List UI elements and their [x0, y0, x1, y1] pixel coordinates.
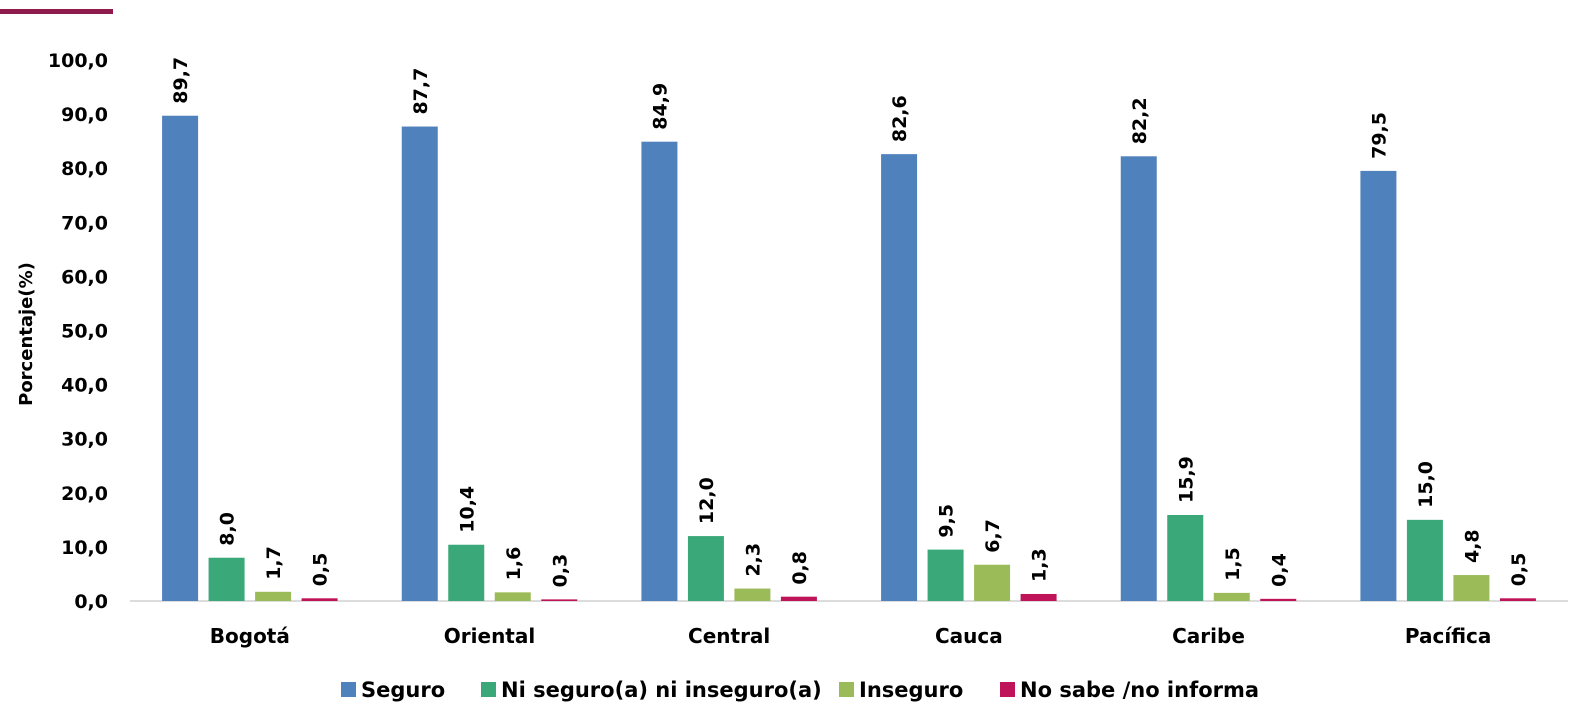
category-labels: Bogotá Oriental Central Cauca Caribe Pacífica: [210, 624, 1492, 648]
bar: [1120, 156, 1157, 601]
y-tick-label: 100,0: [48, 50, 108, 72]
data-label: 8,0: [217, 512, 239, 546]
bar: [641, 141, 678, 602]
data-label: 2,3: [742, 543, 764, 577]
data-label: 89,7: [170, 57, 192, 104]
category-label: Pacífica: [1405, 624, 1492, 648]
bar: [1360, 170, 1397, 601]
legend-swatch: [839, 682, 854, 697]
data-label: 84,9: [649, 83, 671, 130]
y-tick-label: 60,0: [61, 266, 108, 288]
y-tick-label: 40,0: [61, 375, 108, 397]
bar: [974, 564, 1011, 601]
data-label: 9,5: [936, 504, 958, 538]
bar: [255, 591, 292, 601]
bar: [1453, 575, 1490, 601]
y-axis-title: Porcentaje(%): [16, 262, 37, 406]
bar: [494, 592, 531, 601]
data-label: 0,3: [549, 554, 571, 588]
bar: [881, 154, 918, 601]
data-label: 4,8: [1461, 529, 1483, 563]
bar: [208, 557, 245, 601]
bar: [1260, 598, 1297, 601]
bar: [1406, 519, 1443, 601]
legend: Seguro Ni seguro(a) ni inseguro(a) Insegur…: [341, 678, 1259, 702]
category-label: Cauca: [935, 624, 1003, 648]
bar: [448, 544, 485, 601]
data-label: 0,5: [310, 553, 332, 587]
bar: [1213, 592, 1250, 601]
bar: [1499, 598, 1536, 601]
data-label: 15,9: [1175, 456, 1197, 503]
y-tick-label: 80,0: [61, 158, 108, 180]
legend-entry: No sabe /no informa: [1020, 678, 1259, 702]
data-labels: 89,7 8,0 1,7 0,5 87,7 10,4 1,6 0,3 84,9 12,0 2,3 0,…: [170, 57, 1530, 588]
bar: [687, 536, 724, 601]
bars: [162, 115, 1536, 602]
legend-swatch: [341, 682, 356, 697]
y-tick-label: 0,0: [74, 591, 108, 613]
bar: [1167, 514, 1204, 601]
bar: [734, 588, 771, 601]
data-label: 0,4: [1268, 553, 1290, 587]
category-label: Bogotá: [210, 624, 290, 648]
data-label: 87,7: [410, 68, 432, 115]
category-label: Oriental: [444, 624, 535, 648]
category-label: Central: [688, 624, 770, 648]
data-label: 10,4: [456, 486, 478, 533]
bar: [541, 599, 578, 601]
bar: [780, 596, 817, 601]
y-tick-label: 70,0: [61, 212, 108, 234]
legend-entry: Seguro: [361, 678, 445, 702]
bar: [1020, 593, 1057, 601]
legend-swatch: [481, 682, 496, 697]
data-label: 82,6: [889, 95, 911, 142]
data-label: 1,3: [1029, 548, 1051, 582]
data-label: 79,5: [1368, 112, 1390, 159]
y-tick-label: 30,0: [61, 429, 108, 451]
data-label: 6,7: [982, 519, 1004, 553]
data-label: 15,0: [1415, 461, 1437, 508]
y-tick-label: 90,0: [61, 104, 108, 126]
legend-entry: Inseguro: [859, 678, 963, 702]
bar: [301, 598, 338, 601]
y-tick-label: 20,0: [61, 483, 108, 505]
data-label: 12,0: [696, 477, 718, 524]
bar: [927, 549, 964, 601]
bar: [401, 126, 438, 601]
bar: [162, 115, 199, 602]
legend-entry: Ni seguro(a) ni inseguro(a): [501, 678, 822, 702]
y-tick-label: 10,0: [61, 537, 108, 559]
data-label: 1,7: [263, 546, 285, 580]
y-tick-label: 50,0: [61, 321, 108, 343]
legend-swatch: [1000, 682, 1015, 697]
data-label: 1,5: [1222, 547, 1244, 581]
data-label: 0,8: [789, 551, 811, 585]
data-label: 82,2: [1129, 97, 1151, 144]
data-label: 1,6: [503, 547, 525, 581]
header-accent-rule: [0, 9, 113, 14]
category-label: Caribe: [1172, 624, 1245, 648]
data-label: 0,5: [1508, 553, 1530, 587]
y-axis-ticks: 0,0 10,0 20,0 30,0 40,0 50,0 60,0 70,0 80,0 90,0 1…: [48, 50, 108, 613]
